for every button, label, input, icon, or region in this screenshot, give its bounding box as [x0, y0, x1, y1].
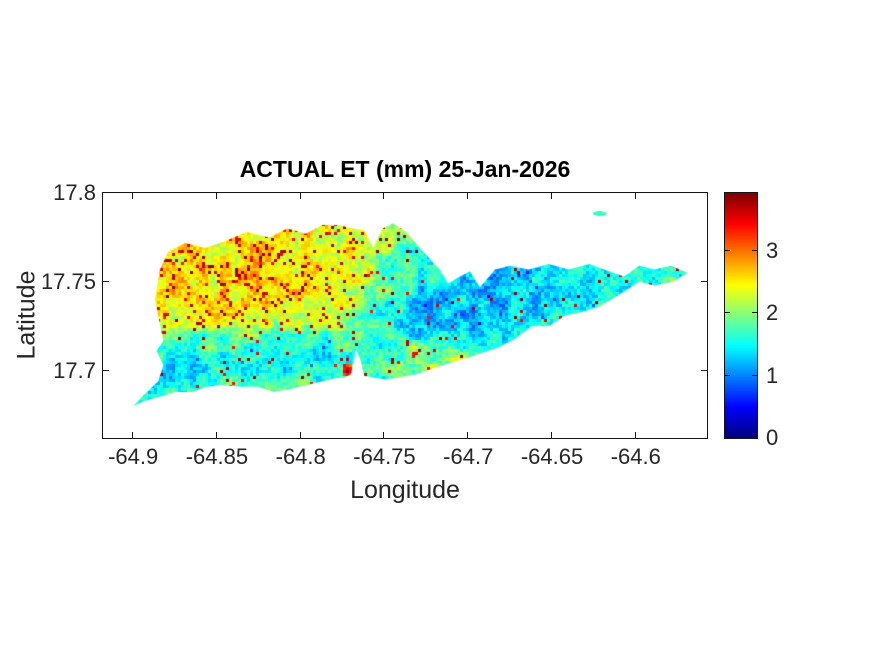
tick-mark [132, 432, 134, 438]
x-tick-label: -64.75 [353, 444, 416, 469]
y-tick-label: 17.7 [53, 357, 96, 383]
tick-mark [701, 192, 707, 193]
tick-mark [103, 280, 109, 282]
colorbar-tick-label: 0 [766, 425, 779, 450]
tick-mark [103, 369, 109, 371]
x-tick-label: -64.85 [185, 444, 249, 469]
y-tick-label: 17.8 [53, 180, 96, 205]
tick-mark [103, 192, 109, 193]
tick-mark [383, 193, 385, 199]
tick-mark [215, 193, 217, 199]
tick-mark [634, 432, 636, 438]
x-tick-label: -64.7 [443, 444, 494, 469]
y-tick-label: 17.75 [40, 268, 96, 294]
colorbar-gradient-canvas [725, 193, 757, 438]
x-tick-label: -64.65 [520, 444, 584, 469]
colorbar-tick-label: 1 [766, 362, 779, 388]
tick-mark [701, 369, 707, 371]
colorbar-tick-mark [725, 374, 730, 376]
colorbar-tick-mark [752, 249, 757, 251]
x-axis-label: Longitude [350, 476, 460, 504]
x-tick-label: -64.9 [108, 444, 159, 469]
x-tick-label: -64.8 [275, 444, 326, 469]
colorbar-tick-mark [725, 249, 730, 251]
tick-mark [701, 280, 707, 282]
tick-mark [551, 432, 553, 438]
colorbar-tick-label: 2 [766, 300, 779, 326]
colorbar [724, 192, 758, 439]
tick-mark [551, 193, 553, 199]
plot-area [102, 192, 708, 439]
tick-mark [467, 432, 469, 438]
tick-mark [634, 193, 636, 199]
tick-mark [467, 193, 469, 199]
tick-mark [299, 432, 301, 438]
tick-mark [132, 193, 134, 199]
colorbar-tick-label: 3 [766, 237, 779, 263]
x-tick-label: -64.6 [610, 444, 661, 469]
tick-mark [215, 432, 217, 438]
tick-mark [299, 193, 301, 199]
tick-mark [383, 432, 385, 438]
et-heatmap-canvas [103, 193, 707, 438]
plot-title: ACTUAL ET (mm) 25-Jan-2026 [239, 156, 571, 182]
colorbar-tick-mark [752, 374, 757, 376]
colorbar-tick-mark [752, 312, 757, 314]
colorbar-tick-mark [725, 312, 730, 314]
